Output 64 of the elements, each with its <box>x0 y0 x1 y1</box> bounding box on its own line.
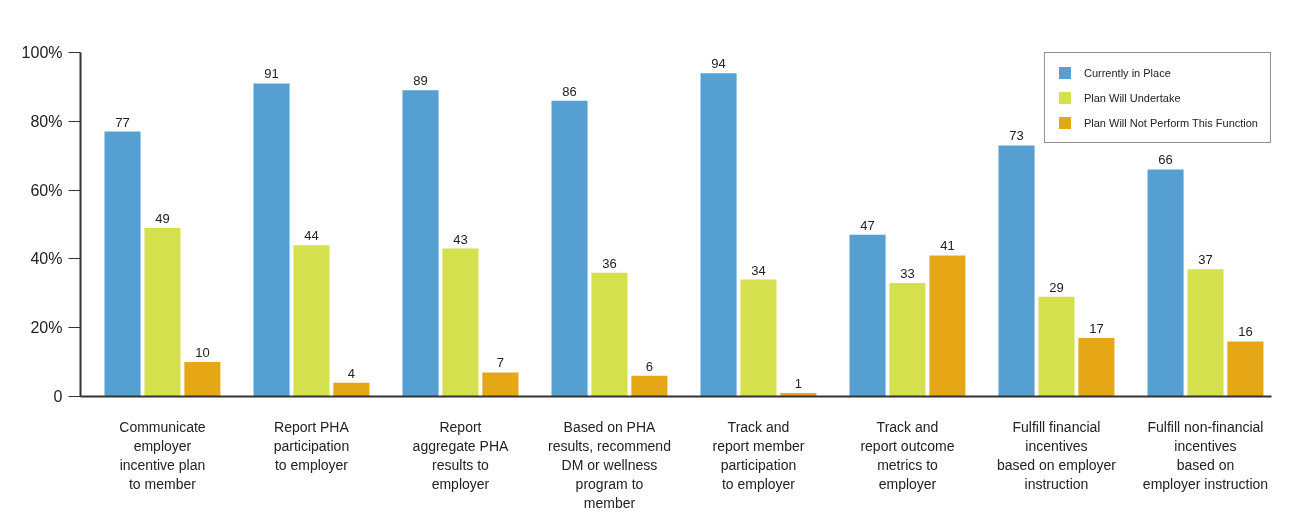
data-label: 10 <box>195 345 210 361</box>
bar <box>144 227 181 397</box>
bar <box>740 279 777 397</box>
bar <box>1038 296 1075 397</box>
data-label: 37 <box>1198 252 1213 268</box>
bar <box>849 234 886 397</box>
bar <box>591 272 628 397</box>
legend-label: Plan Will Undertake <box>1083 90 1181 105</box>
data-label: 94 <box>711 56 726 72</box>
x-tick-label: Fulfill financial incentives based on employer instruction <box>996 418 1117 493</box>
data-label: 6 <box>645 358 654 374</box>
bar <box>700 73 737 397</box>
data-label: 66 <box>1158 152 1173 168</box>
data-label: 41 <box>940 238 955 254</box>
bar <box>1227 341 1264 397</box>
bar <box>253 83 290 397</box>
y-tick-label: 60% <box>30 181 63 199</box>
data-label: 86 <box>562 83 577 99</box>
bar <box>889 282 926 397</box>
bar <box>184 362 221 397</box>
bar <box>631 375 668 397</box>
y-tick-label: 80% <box>30 112 63 130</box>
data-label: 17 <box>1089 321 1104 337</box>
x-tick-label: Report aggregate PHA results to employer <box>412 418 509 493</box>
bar <box>1147 169 1184 397</box>
data-label: 36 <box>602 255 617 271</box>
bar <box>929 255 966 397</box>
data-label: 77 <box>115 114 130 130</box>
data-label: 73 <box>1009 128 1024 144</box>
data-label: 91 <box>264 66 279 82</box>
data-label: 16 <box>1238 324 1253 340</box>
x-tick-label: Track and report member participation to employer <box>712 418 805 493</box>
x-tick-label: Report PHA participation to employer <box>273 418 350 473</box>
data-label: 44 <box>304 228 319 244</box>
bar <box>104 131 141 397</box>
data-label: 34 <box>751 262 766 278</box>
bar <box>998 145 1035 397</box>
y-tick-label: 100% <box>21 44 63 61</box>
bar <box>482 372 519 397</box>
bar <box>442 248 479 397</box>
data-label: 4 <box>347 365 356 381</box>
y-tick-label: 40% <box>30 250 63 268</box>
x-tick-label: Communicate employer incentive plan to member <box>119 418 206 493</box>
y-tick-label: 20% <box>30 319 63 337</box>
bar <box>551 100 588 397</box>
y-tick-label: 0 <box>53 388 63 405</box>
bar <box>1078 338 1115 397</box>
legend-label: Currently in Place <box>1083 65 1171 80</box>
data-label: 43 <box>453 231 468 247</box>
bar <box>293 245 330 397</box>
x-tick-label: Track and report outcome metrics to employer <box>860 418 955 493</box>
x-tick-label: Fulfill non-financial incentives based on employer instruction <box>1142 418 1269 493</box>
data-label: 89 <box>413 73 428 89</box>
legend-label: Plan Will Not Perform This Function <box>1083 115 1258 130</box>
data-label: 49 <box>155 210 170 226</box>
bar <box>402 90 439 397</box>
bar <box>333 382 370 397</box>
data-label: 47 <box>860 217 875 233</box>
x-tick-label: Based on PHA results, recommend DM or wellness program to member <box>548 418 671 512</box>
data-label: 33 <box>900 265 915 281</box>
data-label: 29 <box>1049 279 1064 295</box>
data-label: 7 <box>496 355 505 371</box>
data-label: 1 <box>794 376 803 392</box>
bar <box>1187 269 1224 397</box>
